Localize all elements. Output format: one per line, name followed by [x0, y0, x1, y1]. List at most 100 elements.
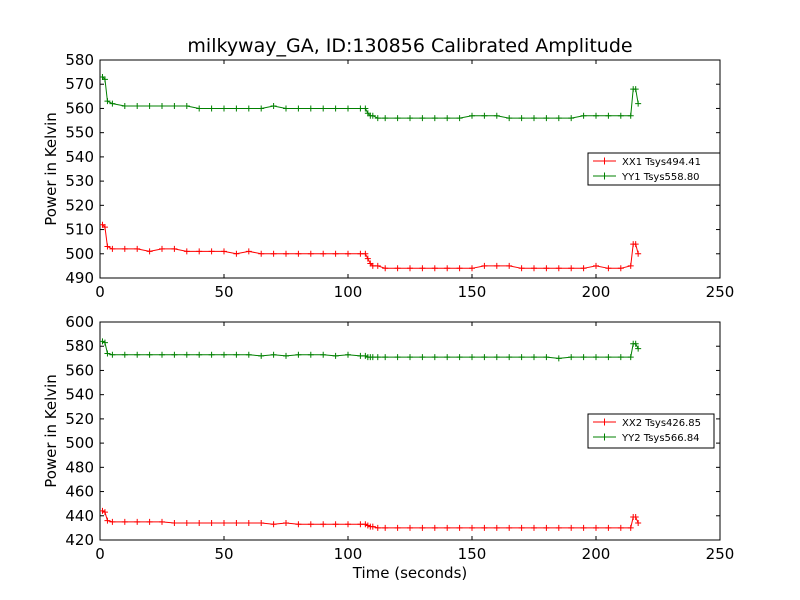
lower-point-2-50: [627, 354, 634, 361]
upper-legend-label-2: YY1 Tsys558.80: [621, 172, 700, 183]
lower-xtick-label: 250: [706, 545, 735, 563]
upper-point-1-14: [233, 250, 240, 257]
upper-point-1-30: [382, 265, 389, 272]
lower-ytick-label: 600: [65, 313, 94, 331]
lower-ytick-label: 580: [65, 337, 94, 355]
lower-legend-box: [587, 413, 715, 449]
lower-point-2-10: [183, 351, 190, 358]
lower-legend-label-1: XX2 Tsys426.85: [622, 418, 701, 429]
lower-point-2-14: [233, 351, 240, 358]
lower-point-2-11: [196, 351, 203, 358]
upper-xtick-label: 100: [334, 283, 363, 301]
upper-point-2-36: [456, 115, 463, 122]
lower-ytick-label: 500: [65, 434, 94, 452]
lower-point-2-3: [104, 350, 111, 357]
upper-point-2-11: [196, 105, 203, 112]
lower-xtick-label: 50: [214, 545, 233, 563]
upper-xtick-label: 0: [95, 283, 105, 301]
upper-point-2-2: [101, 76, 108, 83]
upper-point-1-26: [364, 255, 371, 262]
upper-point-1-21: [320, 250, 327, 257]
lower-point-2-9: [171, 351, 178, 358]
upper-point-1-32: [407, 265, 413, 272]
lower-point-2-13: [221, 351, 227, 358]
lower-point-1-33: [419, 524, 426, 531]
lower-ytick-label: 540: [65, 386, 94, 404]
lower-point-2-44: [555, 355, 562, 362]
upper-point-1-18: [283, 250, 289, 257]
upper-ytick-label: 570: [65, 75, 94, 93]
upper-point-2-47: [593, 112, 599, 119]
upper-point-1-23: [345, 250, 351, 257]
lower-point-1-29: [374, 524, 381, 531]
upper-point-2-13: [221, 105, 227, 112]
upper-point-1-3: [104, 243, 111, 250]
upper-ylabel: Power in Kelvin: [42, 112, 60, 226]
lower-point-1-34: [431, 524, 438, 531]
upper-point-1-52: [632, 241, 639, 248]
lower-point-1-12: [208, 520, 215, 527]
lower-point-1-16: [258, 520, 265, 527]
upper-point-2-16: [258, 105, 265, 112]
lower-point-1-8: [159, 518, 165, 525]
upper-point-1-5: [121, 245, 128, 252]
lower-point-2-35: [444, 354, 451, 361]
upper-xtick-label: 50: [214, 283, 233, 301]
lower-point-1-50: [627, 524, 634, 531]
lower-point-2-34: [431, 354, 438, 361]
lower-ytick-label: 520: [65, 410, 94, 428]
upper-point-1-9: [171, 245, 178, 252]
upper-point-1-40: [506, 262, 513, 269]
lower-point-2-40: [506, 354, 513, 361]
lower-point-1-44: [555, 524, 562, 531]
upper-point-2-32: [407, 115, 413, 122]
upper-point-2-3: [104, 98, 111, 105]
upper-point-2-46: [580, 112, 587, 119]
lower-point-2-33: [419, 354, 426, 361]
lower-point-2-48: [605, 354, 612, 361]
lower-point-2-30: [382, 354, 389, 361]
lower-point-1-46: [580, 524, 587, 531]
upper-legend-label-1: XX1 Tsys494.41: [622, 157, 701, 168]
lower-point-1-42: [531, 524, 537, 531]
lower-point-1-22: [332, 521, 339, 528]
upper-point-1-12: [208, 248, 215, 255]
upper-point-2-30: [382, 115, 389, 122]
upper-point-2-17: [270, 103, 277, 110]
upper-point-1-4: [109, 245, 116, 252]
lower-point-2-23: [345, 351, 351, 358]
upper-legend-marker-1: [601, 157, 608, 165]
lower-point-2-5: [121, 351, 128, 358]
lower-point-1-32: [407, 524, 413, 531]
upper-point-1-49: [617, 265, 624, 272]
lower-point-2-17: [270, 351, 277, 358]
upper-xtick-label: 200: [582, 283, 611, 301]
lower-point-1-9: [171, 520, 178, 527]
upper-point-2-6: [134, 103, 141, 110]
lower-point-1-36: [456, 524, 463, 531]
lower-point-2-53: [635, 345, 642, 352]
upper-point-1-34: [431, 265, 438, 272]
lower-xtick-label: 150: [458, 545, 487, 563]
lower-point-1-47: [593, 524, 599, 531]
lower-point-1-13: [221, 520, 227, 527]
lower-point-1-53: [635, 520, 642, 527]
upper-point-2-53: [635, 100, 642, 107]
lower-point-2-37: [469, 354, 475, 361]
upper-point-2-25: [362, 105, 369, 112]
lower-xtick-label: 200: [582, 545, 611, 563]
upper-point-1-38: [481, 262, 488, 269]
lower-legend-marker-2: [601, 433, 608, 441]
upper-point-1-43: [543, 265, 550, 272]
upper-point-1-35: [444, 265, 451, 272]
lower-point-2-39: [493, 354, 500, 361]
upper-point-1-16: [258, 250, 265, 257]
upper-point-2-40: [506, 115, 513, 122]
lower-point-2-18: [283, 352, 289, 359]
upper-point-1-44: [555, 265, 562, 272]
upper-point-2-28: [369, 112, 376, 119]
upper-ytick-label: 580: [65, 51, 94, 69]
lower-point-1-7: [146, 518, 153, 525]
upper-point-1-20: [307, 250, 314, 257]
upper-ytick-label: 510: [65, 221, 94, 239]
